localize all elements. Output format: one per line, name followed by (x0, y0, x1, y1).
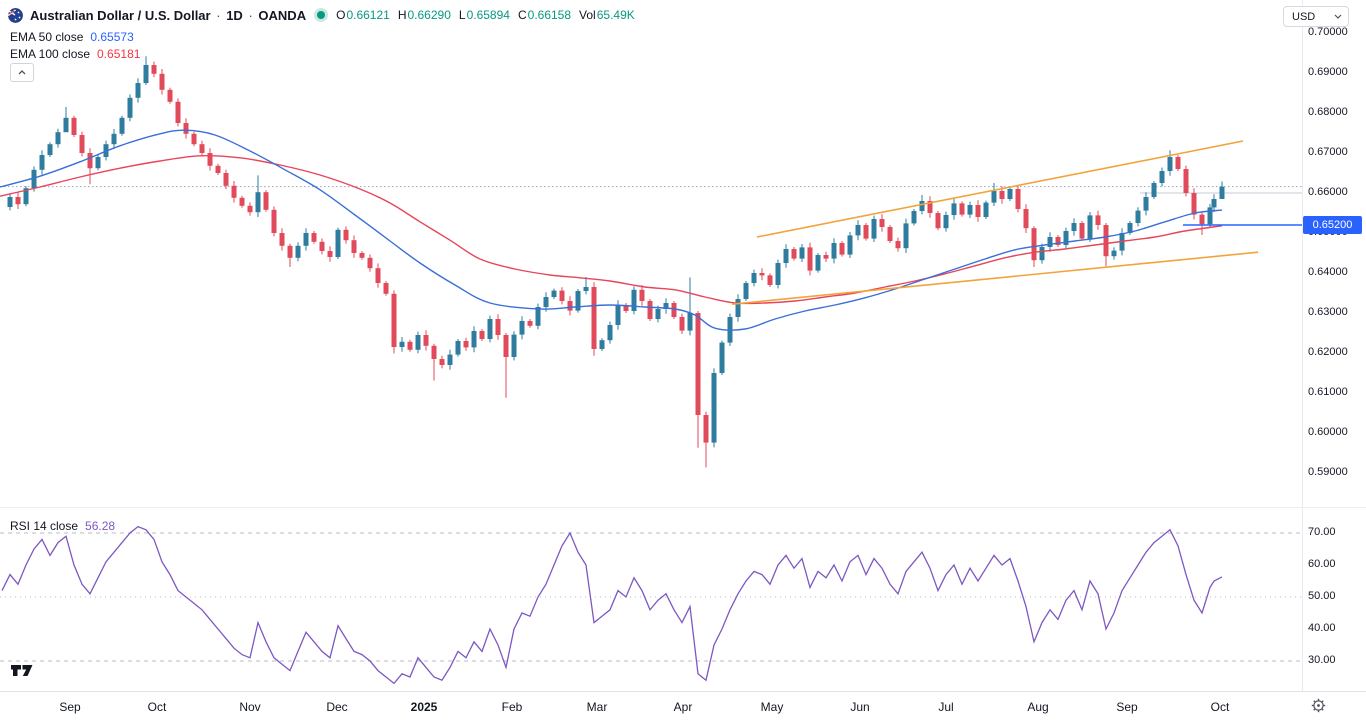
volume-label: Vol (579, 8, 596, 22)
currency-dropdown[interactable]: USD (1283, 6, 1349, 27)
high-label: H (397, 8, 407, 22)
high-value: 0.66290 (407, 8, 451, 22)
symbol-title-row[interactable]: Australian Dollar / U.S. Dollar · 1D · O… (30, 8, 306, 23)
time-axis-label: Feb (501, 700, 523, 714)
time-axis-label: Oct (1210, 700, 1230, 714)
ema100-label: EMA 100 close (10, 47, 91, 61)
chevron-up-icon (18, 70, 26, 75)
time-axis-label: Apr (673, 700, 693, 714)
volume-value: 65.49K (596, 8, 635, 22)
close-value: 0.66158 (527, 8, 572, 22)
alert-price-tag[interactable]: 0.65200 (1303, 216, 1362, 234)
chevron-down-icon (1334, 14, 1342, 19)
axis-separator (1302, 0, 1303, 691)
channel-upper-line (756, 140, 1244, 238)
time-axis-label: Sep (1116, 700, 1138, 714)
price-axis-label: 0.63000 (1308, 306, 1348, 318)
ema50-legend[interactable]: EMA 50 close 0.65573 (10, 30, 134, 44)
collapse-indicators-button[interactable] (10, 63, 34, 82)
time-axis-label: Mar (586, 700, 608, 714)
time-axis-label: Oct (147, 700, 167, 714)
ema50-line (0, 129, 1223, 331)
rsi-axis-label: 50.00 (1308, 590, 1336, 602)
time-axis-label: Nov (239, 700, 261, 714)
price-axis-label: 0.70000 (1308, 26, 1348, 38)
time-axis-label: 2025 (410, 700, 438, 714)
price-axis-label: 0.59000 (1308, 466, 1348, 478)
ema100-line (0, 154, 1223, 305)
low-value: 0.65894 (466, 8, 510, 22)
price-axis-label: 0.67000 (1308, 146, 1348, 158)
time-axis-label: May (760, 700, 784, 714)
price-axis-label: 0.60000 (1308, 426, 1348, 438)
rsi-label: RSI 14 close (10, 519, 79, 533)
close-label: C (517, 8, 527, 22)
time-axis-label: Dec (326, 700, 348, 714)
rsi-legend[interactable]: RSI 14 close 56.28 (10, 519, 115, 533)
separator: · (248, 7, 253, 23)
aud-flag-icon (8, 7, 23, 23)
low-label: L (458, 8, 466, 22)
ema50-label: EMA 50 close (10, 30, 84, 44)
rsi-axis-label: 70.00 (1308, 526, 1336, 538)
price-axis-label: 0.61000 (1308, 386, 1348, 398)
separator: · (216, 7, 221, 23)
time-axis-label: Aug (1027, 700, 1049, 714)
price-axis-label: 0.64000 (1308, 266, 1348, 278)
price-axis-label: 0.68000 (1308, 106, 1348, 118)
rsi-axis-label: 30.00 (1308, 654, 1336, 666)
time-axis-label: Jul (938, 700, 954, 714)
ema100-value: 0.65181 (97, 47, 141, 61)
rsi-value: 56.28 (85, 519, 116, 533)
candles-group (7, 56, 1225, 468)
symbol-toolbar: Australian Dollar / U.S. Dollar · 1D · O… (8, 4, 635, 26)
rsi-line (1, 525, 1223, 685)
symbol-source: OANDA (258, 7, 307, 23)
price-axis-label: 0.69000 (1308, 66, 1348, 78)
price-axis-label: 0.62000 (1308, 346, 1348, 358)
currency-value: USD (1292, 10, 1316, 23)
open-value: 0.66121 (346, 8, 390, 22)
tradingview-logo[interactable] (10, 662, 38, 684)
axis-settings-gear-icon[interactable] (1311, 698, 1326, 718)
ema50-value: 0.65573 (90, 30, 134, 44)
ohlc-readout: O 0.66121 H 0.66290 L 0.65894 C 0.66158 Vol 6… (336, 8, 635, 22)
price-axis-label: 0.66000 (1308, 186, 1348, 198)
time-axis-label: Jun (850, 700, 870, 714)
pane-separator[interactable] (0, 507, 1366, 508)
rsi-axis-label: 40.00 (1308, 622, 1336, 634)
open-label: O (336, 8, 346, 22)
market-status-icon[interactable] (317, 11, 326, 19)
time-axis-label: Sep (59, 700, 81, 714)
symbol-title: Australian Dollar / U.S. Dollar (30, 7, 211, 23)
symbol-timeframe: 1D (226, 7, 243, 23)
time-axis-border (0, 691, 1366, 692)
rsi-axis-label: 60.00 (1308, 558, 1336, 570)
ema100-legend[interactable]: EMA 100 close 0.65181 (10, 47, 140, 61)
channel-lower-line (731, 251, 1259, 305)
